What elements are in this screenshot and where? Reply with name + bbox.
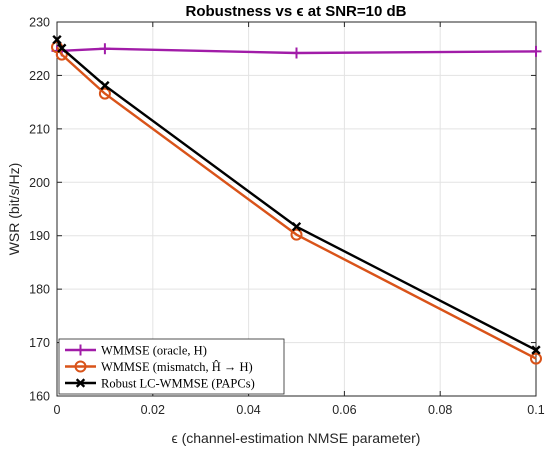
y-tick-label: 200 bbox=[29, 176, 50, 190]
x-tick-label: 0.04 bbox=[236, 403, 260, 417]
x-tick-label: 0.1 bbox=[527, 403, 544, 417]
data-point bbox=[100, 80, 110, 91]
x-tick-label: 0.08 bbox=[428, 403, 452, 417]
series-3 bbox=[52, 34, 541, 355]
y-tick-label: 160 bbox=[29, 390, 50, 404]
y-tick-label: 190 bbox=[29, 229, 50, 243]
data-point bbox=[291, 221, 302, 232]
legend-marker bbox=[75, 344, 86, 356]
chart-title: Robustness vs ϵ at SNR=10 dB bbox=[186, 3, 407, 20]
legend-marker bbox=[74, 360, 87, 373]
legend-label: Robust LC-WMMSE (PAPCs) bbox=[101, 377, 255, 391]
data-point bbox=[531, 345, 541, 355]
data-point bbox=[57, 43, 67, 53]
legend-item: WMMSE (oracle, H) bbox=[65, 344, 207, 358]
x-tick-label: 0.02 bbox=[141, 403, 165, 417]
y-tick-label: 210 bbox=[29, 122, 50, 136]
data-point bbox=[530, 45, 542, 57]
legend-box bbox=[58, 338, 285, 395]
y-tick-label: 170 bbox=[29, 336, 50, 350]
series-2 bbox=[51, 41, 542, 365]
data-point bbox=[291, 47, 302, 59]
legend-marker bbox=[75, 378, 86, 388]
x-tick-label: 0 bbox=[54, 403, 61, 417]
legend: WMMSE (oracle, H) WMMSE (mismatch, Ĥ → H)… bbox=[58, 338, 285, 395]
data-point bbox=[99, 43, 111, 55]
data-point bbox=[52, 34, 62, 45]
legend-item: WMMSE (mismatch, Ĥ → H) bbox=[65, 360, 253, 374]
y-tick-label: 230 bbox=[29, 16, 50, 30]
x-axis-label: ϵ (channel-estimation NMSE parameter) bbox=[172, 430, 421, 446]
y-axis-label: WSR (bit/s/Hz) bbox=[6, 163, 22, 256]
data-point bbox=[290, 228, 303, 241]
plot-area-frame bbox=[56, 21, 537, 397]
legend-label: WMMSE (oracle, H) bbox=[101, 344, 207, 358]
y-tick-label: 180 bbox=[29, 283, 50, 297]
data-point bbox=[530, 352, 542, 365]
y-tick-label: 220 bbox=[29, 69, 50, 83]
legend-label: WMMSE (mismatch, Ĥ → H) bbox=[101, 360, 253, 374]
x-tick-label: 0.06 bbox=[332, 403, 356, 417]
legend-item: Robust LC-WMMSE (PAPCs) bbox=[65, 377, 255, 391]
series-lines bbox=[51, 34, 542, 365]
data-point bbox=[98, 87, 111, 100]
axis-ticks: 0 0.02 0.04 0.06 0.08 0.1 160 170 180 190 200 210 22… bbox=[29, 16, 545, 418]
